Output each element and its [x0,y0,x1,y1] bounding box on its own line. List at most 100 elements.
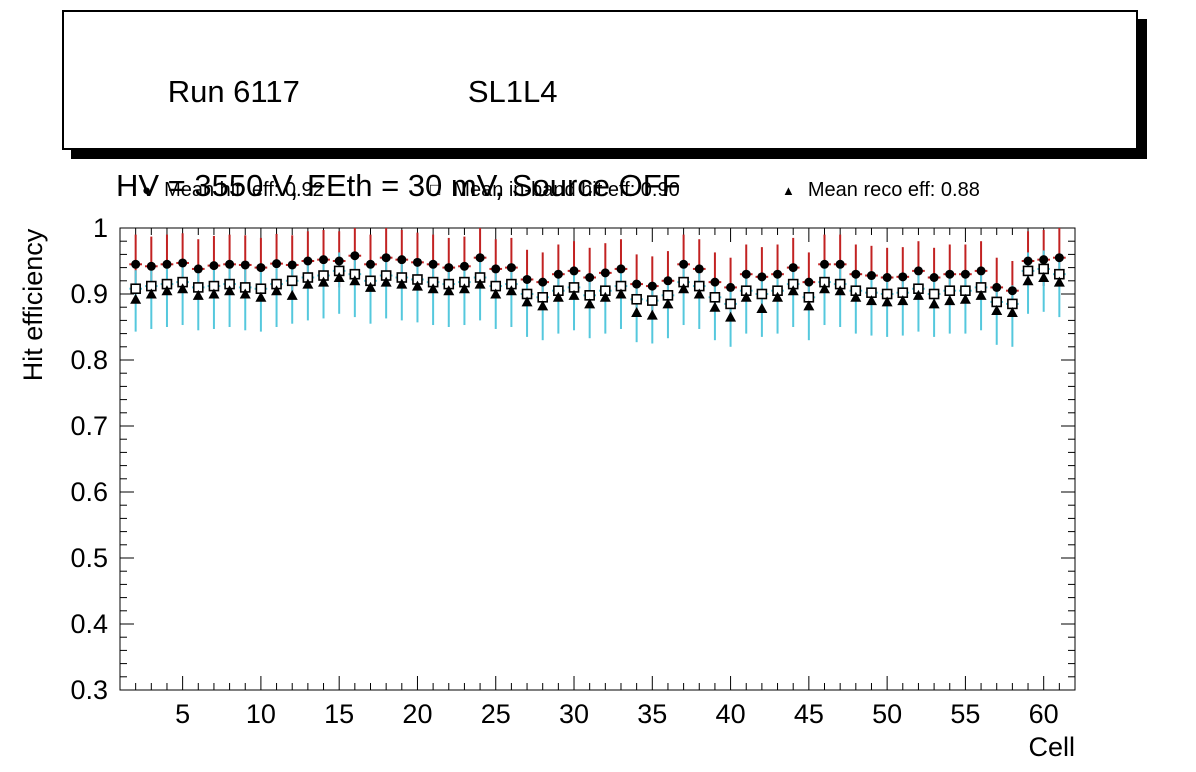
svg-text:1: 1 [93,213,108,243]
svg-text:5: 5 [175,699,190,729]
svg-text:0.9: 0.9 [70,279,108,309]
data-point [193,264,203,274]
legend-entry-mean-hit-eff: ● Mean hit eff: 0.92 [142,164,324,216]
data-point [396,278,408,289]
data-point [944,295,956,306]
data-point [881,296,893,307]
data-point [1038,272,1050,282]
data-point [364,281,376,292]
data-point [427,283,439,294]
data-point [1007,286,1017,296]
data-point [286,289,298,300]
data-point [474,278,486,289]
legend-entry-mean-reco-eff: ▲ Mean reco eff: 0.88 [782,164,980,216]
legend-label: Mean in-band hit eff: 0.90 [453,178,680,201]
error-bars-filled-circle [129,228,1066,318]
data-point [819,283,831,294]
data-point [1053,276,1065,287]
data-point [585,273,595,282]
plot-frame [119,227,1076,691]
data-point [192,289,204,300]
markers-filled-circle [131,251,1064,296]
data-point [349,275,361,286]
title-line-conditions: HV = 3550 V, FEth = 30 mV, Source OFF [116,168,681,203]
data-point [679,259,689,269]
data-point [928,288,940,300]
svg-text:25: 25 [481,699,511,729]
data-point [350,251,360,261]
filled-circle-icon: ● [142,181,152,199]
data-point [976,266,986,276]
data-point [225,259,235,269]
data-point [491,264,501,274]
data-point [773,269,783,279]
data-point [866,271,876,281]
data-point [490,288,502,299]
data-point [772,291,784,302]
data-point [756,288,768,300]
svg-text:40: 40 [716,699,746,729]
data-point [209,261,219,271]
data-point [647,281,657,291]
data-point [145,288,157,299]
y-axis [120,227,1075,691]
data-point [444,263,454,273]
data-point [130,283,141,295]
data-point [584,298,596,309]
data-point [929,273,939,282]
title-box: Run 6117 SL1L4 HV = 3550 V, FEth = 30 mV,… [62,10,1138,203]
data-point [741,269,751,279]
data-point [397,255,407,265]
data-point [991,305,1003,315]
legend-label: Mean hit eff: 0.92 [164,178,324,201]
data-point [944,285,956,297]
svg-text:20: 20 [402,699,432,729]
markers-open-square [130,263,1065,310]
data-point [725,298,736,310]
data-point [537,300,549,311]
data-point [897,295,909,306]
data-point [726,282,736,292]
data-point [616,264,626,274]
svg-text:0.8: 0.8 [70,345,108,375]
data-point [552,291,564,302]
svg-text:35: 35 [637,699,667,729]
legend-label: Mean reco eff: 0.88 [807,178,980,201]
data-point [130,293,142,304]
data-point [240,260,250,270]
data-point [709,291,721,303]
y-tick-labels: 0.3 0.4 0.5 0.6 0.7 0.8 0.9 1 [70,213,108,705]
data-point [318,276,330,287]
data-point [522,274,532,284]
svg-text:10: 10 [246,699,276,729]
data-point [975,289,987,300]
data-point [459,261,469,271]
data-point [1023,256,1033,266]
data-point [568,289,580,300]
svg-text:30: 30 [559,699,589,729]
data-point [788,263,798,273]
svg-text:45: 45 [794,699,824,729]
data-point [599,291,611,302]
data-point [1022,275,1034,286]
data-point [615,288,627,299]
data-point [412,257,422,267]
data-area [129,228,1066,347]
data-point [334,256,344,266]
data-point [177,283,189,294]
data-point [272,259,282,269]
data-point [161,285,173,296]
layer-label: SL1L4 [467,74,558,109]
data-point [709,301,721,312]
data-point [835,259,845,269]
data-point [1054,253,1064,263]
legend-entry-mean-inband-hit-eff: □ Mean in-band hit eff: 0.90 [430,164,680,216]
data-point [443,285,455,296]
svg-text:0.3: 0.3 [70,675,108,705]
data-point [538,277,548,287]
svg-text:0.6: 0.6 [70,477,108,507]
x-axis-title: Cell [1028,732,1075,762]
data-point [131,259,141,269]
